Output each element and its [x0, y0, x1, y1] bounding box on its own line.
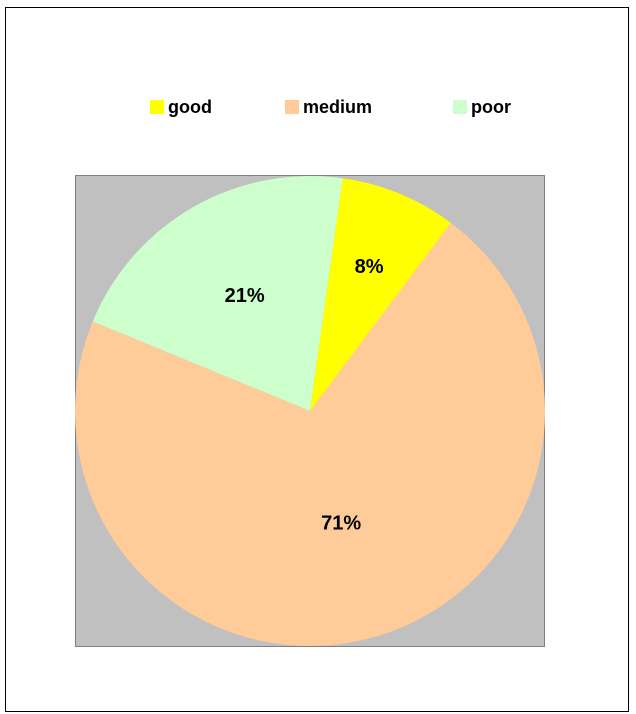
legend-swatch-good: [150, 100, 164, 114]
legend-label-good: good: [168, 96, 212, 117]
data-label-good: 8%: [355, 256, 384, 278]
legend-swatch-medium: [285, 100, 299, 114]
legend-label-medium: medium: [303, 96, 373, 117]
legend-item-medium: medium: [285, 96, 372, 118]
pie-slice-medium: [75, 222, 545, 646]
pie-slice-good: [310, 178, 451, 411]
pie-slice-poor: [92, 176, 343, 411]
data-label-medium: 71%: [321, 513, 361, 535]
pie-chart: 8% 71% 21%: [75, 176, 545, 646]
legend-swatch-poor: [453, 100, 467, 114]
legend: good medium poor: [0, 96, 636, 118]
data-label-poor: 21%: [225, 285, 265, 307]
legend-item-good: good: [150, 96, 212, 118]
legend-label-poor: poor: [471, 96, 511, 117]
legend-item-poor: poor: [453, 96, 511, 118]
